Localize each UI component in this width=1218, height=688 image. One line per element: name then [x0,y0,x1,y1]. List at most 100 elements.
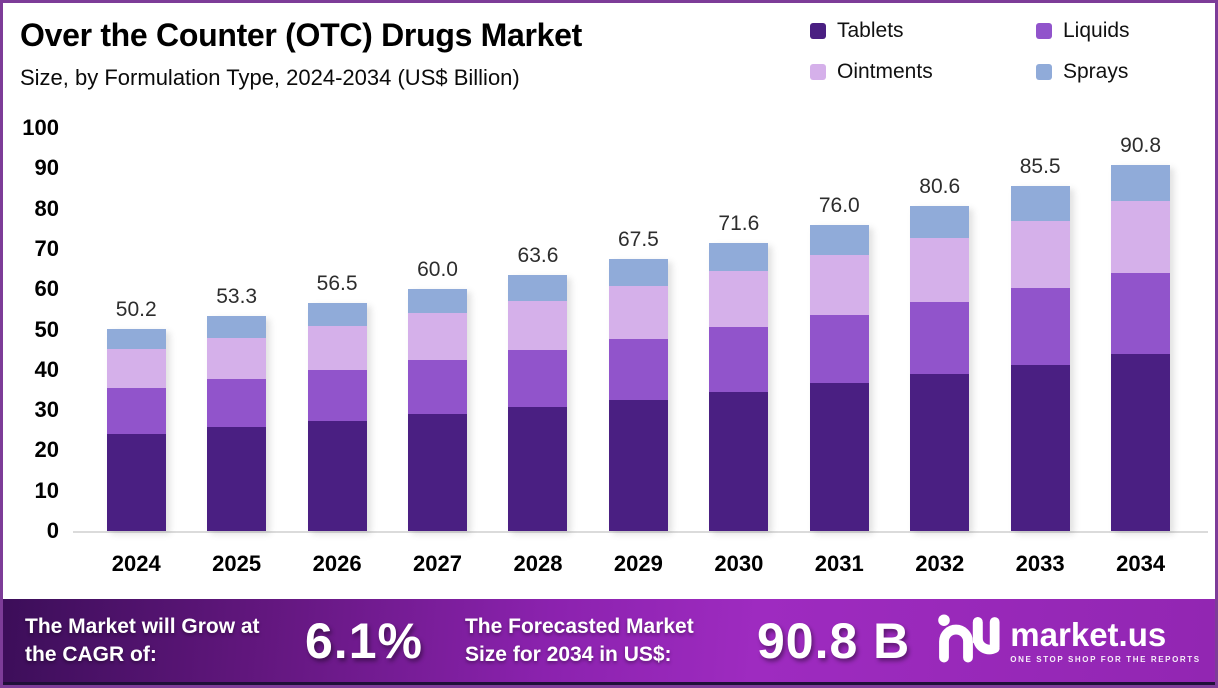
bar-total-label: 56.5 [316,272,358,296]
bar-column-2025: 53.3 [186,123,286,531]
bar-segment-ointments [307,325,367,371]
bar-segment-ointments [408,313,468,361]
chart-title: Over the Counter (OTC) Drugs Market [20,17,583,53]
market-us-logo-icon [936,611,1000,670]
bar-segment-tablets [1010,364,1070,531]
bar-segment-liquids [608,339,668,400]
bar-segment-ointments [106,348,166,388]
bar-segment-liquids [910,301,970,375]
bar-segment-sprays [709,242,769,272]
legend-swatch-icon [810,64,826,80]
bar-column-2033: 85.5 [990,123,1090,531]
legend-label: Liquids [1063,19,1130,42]
stacked-bar-2028 [508,274,568,531]
footer-banner: The Market will Grow at the CAGR of: 6.1… [3,599,1215,682]
bar-segment-liquids [307,370,367,421]
stacked-bar-2033 [1010,186,1070,531]
bar-segment-liquids [709,327,769,392]
x-tick-label-2032: 2032 [915,551,965,576]
bar-segment-tablets [1111,354,1171,531]
legend-item-sprays: Sprays [1036,60,1130,84]
brand-name: market.us [1010,615,1167,653]
stacked-bar-2025 [207,316,267,531]
bar-segment-sprays [910,206,970,239]
y-tick-label: 100 [22,115,59,140]
bar-total-label: 67.5 [617,227,659,251]
legend-item-tablets: Tablets [810,19,1036,43]
bar-segment-ointments [1010,220,1070,288]
brand-block: market.us ONE STOP SHOP FOR THE REPORTS [936,611,1200,670]
brand-tagline: ONE STOP SHOP FOR THE REPORTS [1010,654,1201,664]
cagr-value: 6.1% [305,612,423,669]
chart-subtitle: Size, by Formulation Type, 2024-2034 (US… [20,65,520,90]
y-axis: 0 10 20 30 40 50 60 70 80 90 100 [3,3,59,543]
stacked-bar-2032 [910,206,970,531]
brand-text: market.us ONE STOP SHOP FOR THE REPORTS [1010,618,1200,664]
y-tick-label: 0 [46,518,59,543]
y-tick-label: 80 [34,195,59,221]
stacked-bar-2029 [608,258,668,531]
x-tick-label-2029: 2029 [613,551,663,576]
bar-segment-liquids [408,360,468,415]
y-tick-label: 30 [34,397,59,423]
stacked-bar-2031 [809,224,869,531]
legend-swatch-icon [810,23,826,39]
bar-segment-tablets [408,414,468,531]
y-tick-label: 20 [34,437,59,463]
bar-segment-sprays [1010,186,1070,221]
bar-segment-liquids [106,388,166,434]
bar-column-2031: 76.0 [789,123,889,531]
bar-segment-liquids [207,379,267,428]
legend-label: Tablets [837,19,904,42]
y-tick-label: 50 [34,316,59,342]
bar-segment-tablets [307,421,367,531]
bar-segment-sprays [307,303,367,326]
y-tick-label: 60 [34,276,59,302]
bar-segment-sprays [207,316,267,338]
x-tick-label-2028: 2028 [513,551,563,576]
bar-total-label: 71.6 [718,211,760,235]
bar-segment-sprays [106,328,166,349]
bar-segment-ointments [608,285,668,340]
y-tick-label: 40 [34,356,59,382]
bar-segment-liquids [809,315,869,384]
legend-item-ointments: Ointments [810,60,1036,84]
bar-segment-sprays [608,258,668,286]
x-tick-label-2025: 2025 [212,551,262,576]
legend: Tablets Liquids Ointments Sprays [810,19,1130,84]
bar-segment-ointments [1111,201,1171,273]
bar-segment-tablets [709,391,769,531]
legend-swatch-icon [1036,23,1052,39]
x-tick-label-2033: 2033 [1015,551,1065,576]
bar-total-label: 53.3 [216,285,258,309]
x-tick-label-2030: 2030 [714,551,764,576]
bar-segment-tablets [910,374,970,531]
forecast-value: 90.8 B [756,612,911,669]
stacked-bar-2030 [709,242,769,531]
forecast-label: The Forecasted Market Size for 2034 in U… [464,615,694,666]
bar-segment-sprays [1111,165,1171,202]
x-tick-label-2031: 2031 [814,551,864,576]
bar-columns: 50.2 53.3 56.5 60.0 63.6 67.5 71.6 76.0 80.6 85.5… [86,123,1191,531]
legend-item-liquids: Liquids [1036,19,1130,43]
bar-segment-ointments [709,271,769,328]
bar-segment-ointments [508,300,568,351]
bottom-strip [3,682,1215,685]
bar-column-2032: 80.6 [890,123,990,531]
y-tick-label: 90 [34,155,59,181]
legend-label: Sprays [1063,60,1129,83]
bar-segment-sprays [408,289,468,314]
bar-total-label: 60.0 [417,258,458,282]
bar-segment-tablets [106,433,166,531]
bar-segment-ointments [207,337,267,380]
bar-total-label: 85.5 [1019,155,1061,179]
bar-column-2026: 56.5 [287,123,387,531]
stacked-bar-2027 [408,289,468,531]
bar-total-label: 50.2 [115,297,157,321]
x-tick-label-2034: 2034 [1116,551,1166,576]
bar-segment-sprays [508,274,568,301]
stacked-bar-2024 [106,328,166,531]
y-tick-label: 10 [34,477,59,503]
x-axis: 2024 2025 2026 2027 2028 2029 2030 2031 2032 2033… [86,551,1191,577]
